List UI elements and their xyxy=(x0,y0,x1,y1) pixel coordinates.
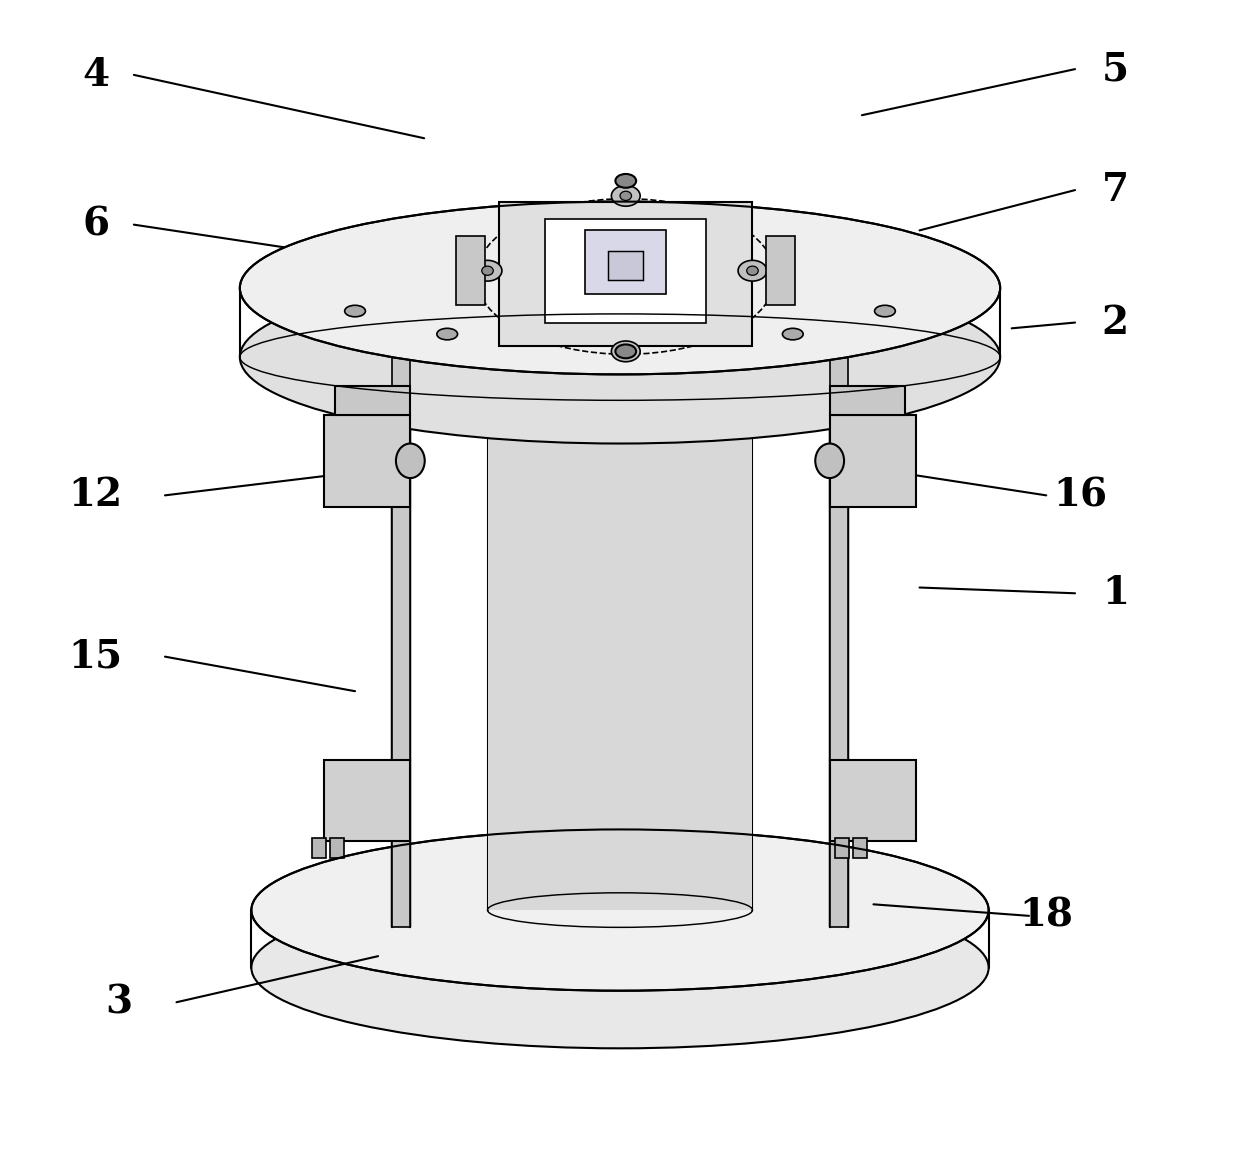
Ellipse shape xyxy=(487,334,753,369)
Bar xyxy=(830,415,916,507)
Ellipse shape xyxy=(702,305,723,317)
Ellipse shape xyxy=(252,887,988,1048)
Ellipse shape xyxy=(239,202,1001,374)
Bar xyxy=(853,838,867,858)
Bar xyxy=(585,230,666,294)
Ellipse shape xyxy=(782,328,804,340)
Text: 18: 18 xyxy=(1019,897,1074,934)
Text: 5: 5 xyxy=(1102,51,1128,88)
Bar xyxy=(766,236,795,305)
Ellipse shape xyxy=(474,260,502,281)
Ellipse shape xyxy=(239,271,1001,444)
Bar xyxy=(336,386,410,415)
Bar xyxy=(312,838,326,858)
Ellipse shape xyxy=(611,185,640,206)
Bar xyxy=(324,415,410,507)
Text: 4: 4 xyxy=(82,56,109,93)
Bar xyxy=(456,236,485,305)
Text: 2: 2 xyxy=(1102,304,1128,341)
Ellipse shape xyxy=(615,344,636,358)
Ellipse shape xyxy=(620,191,631,200)
Bar xyxy=(498,202,753,346)
Ellipse shape xyxy=(815,444,844,478)
Bar xyxy=(830,760,916,841)
Ellipse shape xyxy=(396,444,425,478)
Text: 1: 1 xyxy=(1102,575,1128,612)
Text: 3: 3 xyxy=(105,984,133,1021)
Ellipse shape xyxy=(615,174,636,188)
Ellipse shape xyxy=(482,266,494,275)
Bar xyxy=(324,760,410,841)
Text: 12: 12 xyxy=(68,477,123,514)
Bar xyxy=(330,838,343,858)
Bar xyxy=(609,251,644,280)
Bar xyxy=(392,351,410,927)
Ellipse shape xyxy=(517,305,538,317)
Text: 6: 6 xyxy=(82,206,109,243)
Bar xyxy=(546,219,707,323)
Ellipse shape xyxy=(252,829,988,991)
Ellipse shape xyxy=(610,265,630,276)
Text: 15: 15 xyxy=(68,638,123,675)
Text: 7: 7 xyxy=(1102,172,1128,209)
Bar xyxy=(836,838,849,858)
Ellipse shape xyxy=(738,260,766,281)
Text: 16: 16 xyxy=(1054,477,1107,514)
Ellipse shape xyxy=(436,328,458,340)
Ellipse shape xyxy=(345,305,366,317)
Bar xyxy=(830,351,848,927)
Ellipse shape xyxy=(874,305,895,317)
Bar xyxy=(487,351,753,910)
Ellipse shape xyxy=(611,341,640,362)
Bar xyxy=(830,386,904,415)
Ellipse shape xyxy=(746,266,758,275)
Ellipse shape xyxy=(620,347,631,356)
